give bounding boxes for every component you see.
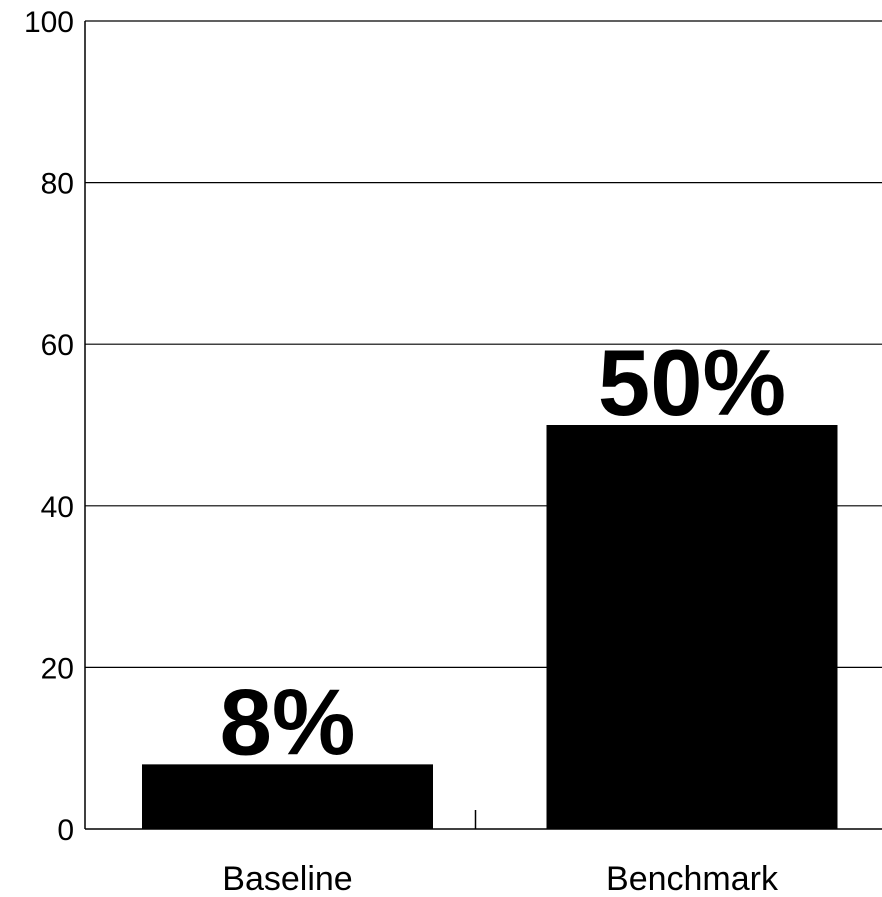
y-tick-label-60: 60 — [41, 329, 74, 362]
y-tick-label-80: 80 — [41, 168, 74, 201]
data-label-baseline: 8% — [220, 669, 356, 774]
y-tick-label-100: 100 — [24, 6, 74, 39]
bars — [142, 425, 838, 829]
axes — [84, 21, 882, 830]
y-tick-label-20: 20 — [41, 652, 74, 685]
data-label-benchmark: 50% — [598, 330, 786, 435]
bar-benchmark — [546, 425, 838, 829]
x-category-label-benchmark: Benchmark — [606, 860, 779, 897]
y-tick-label-0: 0 — [57, 814, 74, 847]
x-category-label-baseline: Baseline — [222, 860, 352, 897]
bar-baseline — [142, 764, 433, 829]
y-tick-label-40: 40 — [41, 491, 74, 524]
labels: 0 20 40 60 80 100 8% Baseline 50% Benchmark — [24, 6, 786, 897]
